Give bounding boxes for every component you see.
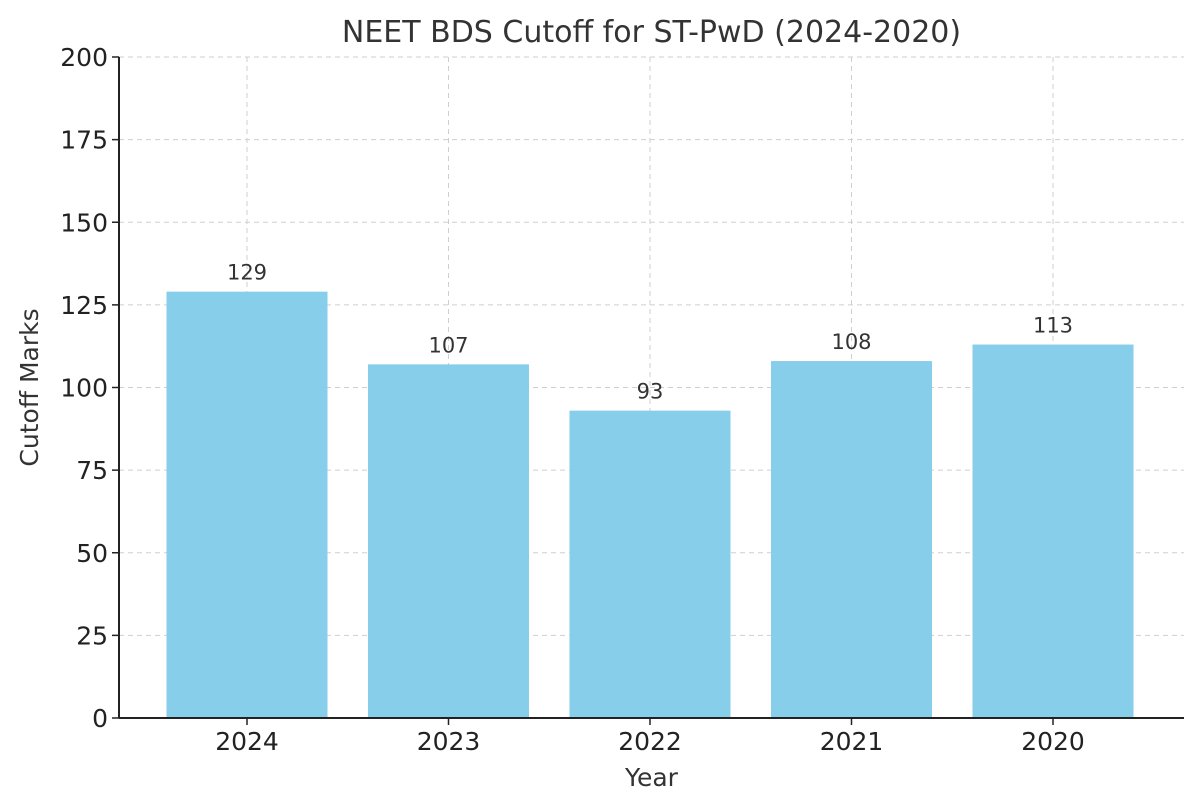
- y-tick-label: 75: [76, 456, 108, 485]
- value-label-2023: 107: [428, 333, 468, 357]
- y-tick-label: 150: [60, 208, 108, 237]
- y-tick-label: 25: [76, 621, 108, 650]
- bar-2020: [972, 344, 1134, 718]
- y-tick-label: 50: [76, 539, 108, 568]
- bar-2024: [166, 291, 328, 718]
- bars-layer: [166, 291, 1134, 718]
- value-label-2022: 93: [637, 380, 664, 404]
- y-tick-label: 100: [60, 374, 108, 403]
- x-tick-label: 2024: [215, 727, 279, 756]
- x-tick-label: 2022: [618, 727, 682, 756]
- y-axis-label: Cutoff Marks: [15, 308, 44, 466]
- bar-2021: [771, 361, 932, 718]
- y-tick-label: 0: [92, 704, 108, 733]
- bar-2022: [569, 410, 731, 718]
- chart-title: NEET BDS Cutoff for ST-PwD (2024-2020): [342, 15, 961, 50]
- value-label-2020: 113: [1033, 314, 1073, 338]
- x-axis-label: Year: [624, 763, 679, 792]
- x-tick-label: 2020: [1021, 727, 1085, 756]
- y-tick-label: 200: [60, 43, 108, 72]
- x-tick-label: 2023: [417, 727, 481, 756]
- y-tick-label: 125: [60, 291, 108, 320]
- value-labels-layer: 129 107 93 108 113: [227, 261, 1073, 404]
- y-tick-label: 175: [60, 126, 108, 155]
- value-label-2024: 129: [227, 261, 267, 285]
- x-tick-label: 2021: [820, 727, 884, 756]
- ticks-layer: 0 25 50 75 100 125 150 175 200 2024 2023 2022 2021 20…: [60, 43, 1085, 756]
- value-label-2021: 108: [831, 330, 871, 354]
- bar-2023: [368, 364, 529, 718]
